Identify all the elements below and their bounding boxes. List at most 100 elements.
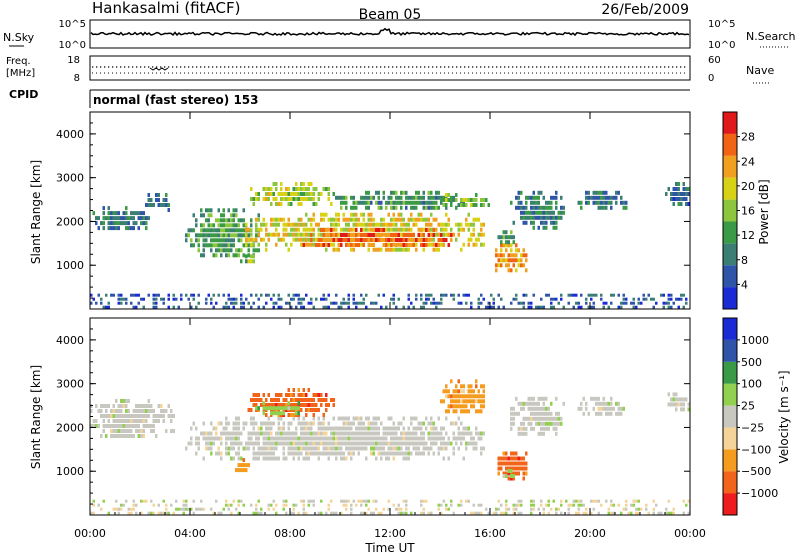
heatmap-cell — [362, 421, 365, 426]
heatmap-cell — [312, 227, 315, 232]
heatmap-cell — [352, 451, 355, 456]
heatmap-cell — [230, 223, 233, 228]
heatmap-cell — [540, 503, 543, 507]
heatmap-cell — [497, 263, 500, 268]
heatmap-cell — [592, 396, 595, 401]
heatmap-cell — [270, 217, 273, 222]
heatmap-cell — [602, 406, 605, 411]
heatmap-cell — [505, 471, 508, 476]
heatmap-cell — [275, 436, 278, 441]
heatmap-cell — [547, 200, 550, 205]
heatmap-cell — [237, 511, 240, 515]
heatmap-cell — [322, 297, 325, 301]
heatmap-cell — [105, 424, 108, 428]
heatmap-cell — [310, 403, 313, 407]
heatmap-cell — [380, 305, 383, 309]
heatmap-cell — [137, 293, 140, 297]
heatmap-cell — [687, 499, 690, 503]
heatmap-cell — [602, 301, 605, 305]
heatmap-cell — [197, 238, 200, 243]
heatmap-cell — [180, 293, 183, 297]
heatmap-cell — [522, 406, 525, 411]
heatmap-cell — [470, 384, 473, 389]
heatmap-cell — [350, 451, 353, 456]
heatmap-cell — [327, 446, 330, 451]
heatmap-cell — [325, 441, 328, 446]
heatmap-cell — [450, 404, 453, 409]
heatmap-cell — [357, 431, 360, 436]
heatmap-cell — [507, 235, 510, 240]
heatmap-cell — [505, 474, 508, 478]
heatmap-cell — [450, 499, 453, 503]
colorbar-tick-label: 20 — [741, 180, 755, 193]
heatmap-cell — [422, 507, 425, 511]
heatmap-cell — [415, 217, 418, 222]
heatmap-cell — [675, 402, 678, 407]
heatmap-cell — [505, 461, 508, 466]
heatmap-cell — [522, 471, 525, 476]
heatmap-cell — [300, 182, 303, 186]
heatmap-cell — [197, 293, 200, 297]
heatmap-cell — [322, 431, 325, 436]
heatmap-cell — [325, 228, 328, 232]
beam-title: Beam 05 — [359, 7, 422, 23]
heatmap-cell — [652, 511, 655, 515]
heatmap-cell — [337, 436, 340, 441]
heatmap-cell — [322, 217, 325, 222]
heatmap-cell — [267, 441, 270, 446]
heatmap-cell — [522, 466, 525, 471]
heatmap-cell — [412, 436, 415, 441]
heatmap-cell — [217, 238, 220, 243]
heatmap-cell — [210, 431, 213, 436]
heatmap-cell — [280, 411, 283, 416]
heatmap-cell — [680, 192, 683, 196]
heatmap-cell — [337, 426, 340, 431]
heatmap-cell — [217, 248, 220, 253]
heatmap-cell — [305, 232, 308, 237]
heatmap-cell — [222, 218, 225, 223]
heatmap-cell — [555, 431, 558, 436]
heatmap-cell — [605, 401, 608, 406]
heatmap-cell — [285, 222, 288, 227]
heatmap-cell — [417, 441, 420, 446]
heatmap-cell — [357, 446, 360, 451]
heatmap-cell — [207, 213, 210, 218]
heatmap-cell — [667, 293, 670, 297]
heatmap-cell — [505, 511, 508, 515]
heatmap-cell — [465, 394, 468, 399]
heatmap-cell — [462, 404, 465, 409]
heatmap-cell — [252, 416, 255, 421]
y-tick-label: 3000 — [56, 378, 84, 391]
heatmap-cell — [192, 421, 195, 426]
heatmap-cell — [610, 301, 613, 305]
heatmap-cell — [180, 507, 183, 511]
heatmap-cell — [465, 301, 468, 305]
heatmap-cell — [412, 200, 415, 205]
heatmap-cell — [460, 384, 463, 389]
heatmap-cell — [225, 243, 228, 248]
heatmap-cell — [255, 436, 258, 441]
heatmap-cell — [460, 441, 463, 446]
heatmap-cell — [497, 507, 500, 511]
heatmap-cell — [387, 416, 390, 421]
heatmap-cell — [300, 441, 303, 446]
heatmap-cell — [502, 258, 505, 263]
heatmap-cell — [342, 301, 345, 305]
heatmap-cell — [390, 436, 393, 441]
heatmap-cell — [400, 227, 403, 232]
heatmap-cell — [677, 297, 680, 301]
heatmap-cell — [360, 222, 363, 227]
heatmap-cell — [410, 421, 413, 426]
heatmap-cell — [365, 238, 368, 242]
heatmap-cell — [195, 305, 198, 309]
heatmap-cell — [655, 301, 658, 305]
heatmap-cell — [452, 404, 455, 409]
heatmap-cell — [270, 446, 273, 451]
heatmap-cell — [125, 221, 128, 226]
heatmap-cell — [285, 227, 288, 232]
heatmap-cell — [347, 243, 350, 247]
heatmap-cell — [312, 416, 315, 421]
heatmap-cell — [200, 507, 203, 511]
heatmap-cell — [415, 238, 418, 242]
heatmap-cell — [422, 200, 425, 205]
